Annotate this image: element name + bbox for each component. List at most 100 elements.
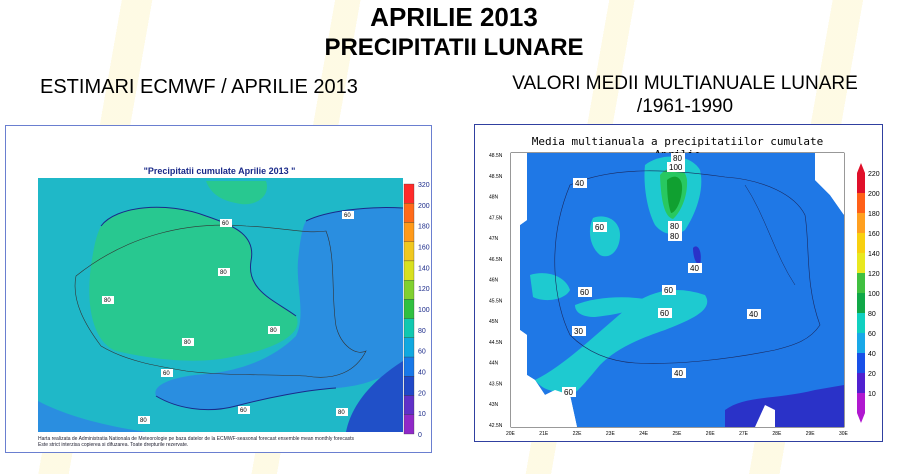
left-map-region-40 [346,361,403,432]
legend-swatch [857,193,865,213]
multiannual-mean-map: Media multianuala a precipitatiilor cumu… [474,124,883,442]
right-map-region-60-w [575,297,650,317]
contour-label: 100 [669,163,683,172]
legend-swatch [857,213,865,233]
contour-label: 40 [575,179,584,188]
legend-tick-label: 40 [868,351,876,358]
legend-swatch [403,203,415,223]
legend-tick-label: 140 [868,251,880,258]
contour-label: 60 [163,371,170,377]
legend-swatch [857,173,865,193]
contour-label: 60 [664,286,673,295]
lat-label: 42.5N [489,423,503,429]
lon-label: 23E [606,431,616,437]
legend-swatch [857,253,865,273]
footnote-line2: Este strict interzisa copierea si difuza… [38,442,189,448]
legend-swatch [857,313,865,333]
legend-tick-label: 180 [418,224,430,231]
legend-tick-label: 160 [868,231,880,238]
contour-label: 40 [749,310,758,319]
right-map-heading-line2: /1961-1990 [636,96,734,117]
legend-tick-label: 200 [418,203,430,210]
legend-tick-label: 80 [418,328,426,335]
legend-swatch [857,353,865,373]
lat-label: 48.5N [489,153,503,159]
lon-labels: 20E 21E 22E 23E 24E 25E 26E 27E 28E 29E 30E [506,431,849,437]
left-map-footnote: Harta realizata de Administratia Nationa… [38,436,428,448]
legend-tick-label: 220 [868,171,880,178]
lat-label: 48N [489,195,499,201]
contour-label: 40 [690,264,699,273]
legend-arrow-bottom [857,413,865,423]
lat-label: 48.5N [489,174,503,180]
contour-label: 60 [580,288,589,297]
contour-label: 60 [595,223,604,232]
lon-label: 20E [506,431,516,437]
left-map-region-60-east [155,207,403,410]
contour-label: 60 [240,408,247,414]
contour-label: 80 [670,222,679,231]
right-legend: 220 200 180 160 140 120 100 80 60 40 20 10 [857,163,880,423]
contour-label: 30 [574,327,583,336]
romania-outline [74,224,367,378]
page-title: APRILIE 2013 [370,2,538,32]
contour-line [155,387,337,411]
lat-label: 46N [489,278,499,284]
legend-swatch [403,414,415,435]
lat-label: 46.5N [489,257,503,263]
contour-label: 80 [220,270,227,276]
page-subtitle: PRECIPITATII LUNARE [324,34,584,61]
contour-label: 40 [674,369,683,378]
legend-swatch [403,337,415,358]
legend-tick-label: 100 [868,291,880,298]
legend-swatch [403,241,415,262]
contour-label: 60 [660,309,669,318]
right-map-no-data-west [511,153,577,427]
legend-tick-label: 120 [868,271,880,278]
lat-label: 44N [489,361,499,367]
legend-tick-label: 120 [418,286,430,293]
left-map-region-80-north [206,181,267,205]
legend-swatch [403,356,415,377]
left-contour-labels: 60 80 80 80 80 80 60 60 80 60 [102,211,354,424]
lat-label: 43.5N [489,381,503,387]
legend-swatch [403,260,415,281]
lon-label: 26E [706,431,716,437]
legend-swatch [857,273,865,293]
lat-label: 44.5N [489,340,503,346]
legend-tick-label: 10 [868,391,876,398]
legend-swatch [857,293,865,313]
legend-swatch [403,183,415,204]
footnote-line1: Harta realizata de Administratia Nationa… [38,436,354,442]
legend-tick-label: 200 [868,191,880,198]
legend-tick-label: 80 [868,311,876,318]
right-map-region-40-se [725,385,844,427]
legend-swatch [403,280,415,300]
lon-label: 29E [806,431,816,437]
border-line [744,184,796,286]
contour-line [100,206,297,317]
legend-tick-label: 140 [418,265,430,272]
legend-tick-label: 100 [418,307,430,314]
lat-label: 45N [489,319,499,325]
right-map-region-120 [667,176,683,213]
lon-label: 21E [539,431,549,437]
lon-label: 30E [839,431,849,437]
left-map-title: "Precipitatii cumulate Aprilie 2013 " [143,166,296,176]
legend-tick-label: 10 [418,411,426,418]
legend-tick-label: 60 [868,331,876,338]
legend-tick-label: 60 [418,349,426,356]
lon-label: 24E [639,431,649,437]
lon-label: 28E [772,431,782,437]
left-map-region-80 [89,207,298,361]
left-map-canvas: 60 80 80 80 80 80 60 60 80 60 3202001801… [38,178,430,439]
contour-label: 80 [338,410,345,416]
contour-label: 80 [140,418,147,424]
legend-swatch [857,373,865,393]
right-map-canvas: 48.5N 48.5N 48N 47.5N 47N 46.5N 46N 45.5N 45N 44.… [489,152,880,437]
right-map-heading-line1: VALORI MEDII MULTIANUALE LUNARE [512,73,858,94]
legend-swatch [403,395,415,415]
lat-labels: 48.5N 48.5N 48N 47.5N 47N 46.5N 46N 45.5N 45N 44.… [489,153,503,429]
legend-tick-label: 160 [418,245,430,252]
